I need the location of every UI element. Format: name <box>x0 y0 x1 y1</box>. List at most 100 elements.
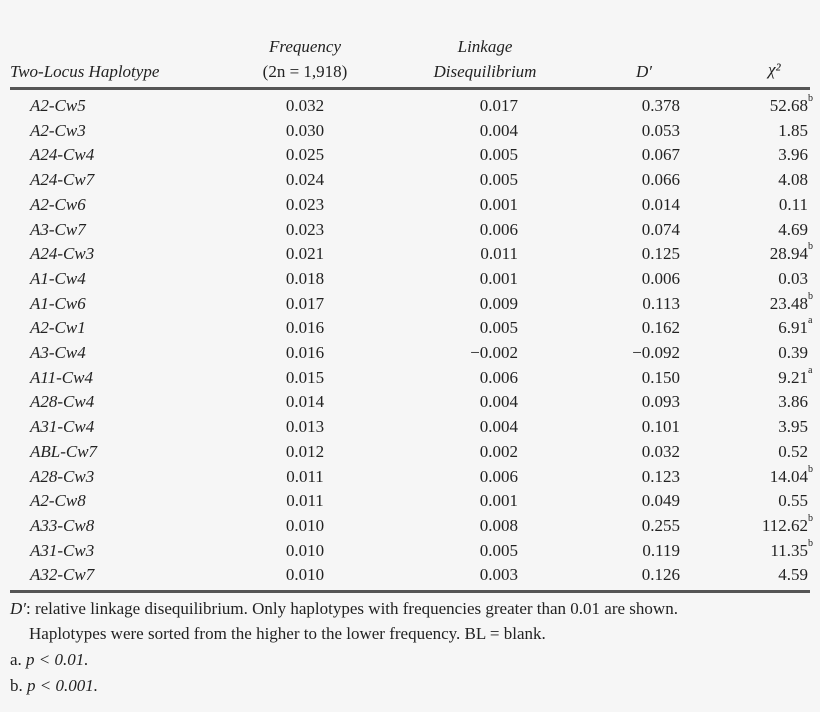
table-row: A33-Cw8 0.010 0.008 0.255 112.62 b <box>0 513 820 538</box>
cell-chi2: 0.55 <box>778 489 808 513</box>
cell-chi2: 1.85 <box>778 119 808 143</box>
table-row: A28-Cw4 0.014 0.004 0.093 3.86 <box>0 390 820 414</box>
cell-chi2: 4.08 <box>778 168 808 192</box>
header-ld: Linkage <box>457 37 513 56</box>
cell-chi2: 14.04 b <box>770 464 813 489</box>
cell-frequency: 0.025 <box>285 145 325 165</box>
cell-ld: 0.006 <box>479 466 518 486</box>
cell-haplotype: A28-Cw4 <box>30 392 95 412</box>
cell-haplotype: A32-Cw7 <box>30 565 95 585</box>
cell-haplotype: A33-Cw8 <box>30 515 95 535</box>
cell-dprime: −0.092 <box>632 343 680 362</box>
cell-haplotype: A28-Cw3 <box>30 466 95 486</box>
cell-frequency: 0.017 <box>285 293 325 313</box>
cell-ld: 0.006 <box>479 367 518 387</box>
cell-frequency: 0.011 <box>286 491 324 511</box>
chi2-value: 23.48 <box>769 293 808 313</box>
cell-haplotype: A1-Cw4 <box>30 268 86 288</box>
cell-ld: 0.004 <box>479 417 518 437</box>
table-row: A3-Cw4 0.016 −0.002 −0.092 0.39 <box>0 341 820 365</box>
chi2-value: 4.69 <box>778 219 808 239</box>
chi2-value: 52.68 <box>769 96 808 115</box>
cell-dprime: 0.032 <box>641 441 680 461</box>
chi2-value: 112.62 <box>761 515 808 535</box>
cell-chi2: 0.03 <box>778 267 808 291</box>
header-frequency-sample: (2n = 1,918) <box>262 62 348 81</box>
cell-frequency: 0.030 <box>285 120 325 140</box>
cell-dprime: 0.067 <box>641 145 680 165</box>
table-row: A24-Cw4 0.025 0.005 0.067 3.96 <box>0 143 820 167</box>
chi2-value: 3.95 <box>778 417 808 437</box>
cell-frequency: 0.014 <box>285 392 325 412</box>
table-row: ABL-Cw7 0.012 0.002 0.032 0.52 <box>0 440 820 464</box>
table-row: A1-Cw4 0.018 0.001 0.006 0.03 <box>0 267 820 291</box>
footnote-term: D′ <box>10 599 26 618</box>
cell-frequency: 0.012 <box>285 441 325 461</box>
cell-haplotype: A1-Cw6 <box>30 293 86 313</box>
table-row: A24-Cw3 0.021 0.011 0.125 28.94 b <box>0 241 820 266</box>
cell-chi2: 4.59 <box>778 563 808 587</box>
cell-chi2: 3.95 <box>778 415 808 439</box>
chi2-value: 0.03 <box>778 268 808 288</box>
significance-mark: b <box>808 512 813 524</box>
chi2-value: 0.52 <box>778 441 808 461</box>
header-ld-2: Disequilibrium <box>433 62 537 81</box>
footnote-a-text: p < 0.01. <box>26 650 89 669</box>
cell-ld: 0.017 <box>479 96 518 115</box>
cell-ld: 0.008 <box>479 515 518 535</box>
cell-frequency: 0.015 <box>285 367 325 387</box>
cell-frequency: 0.011 <box>286 466 324 486</box>
footnote-a: a. p < 0.01. <box>10 647 810 673</box>
cell-haplotype: A2-Cw3 <box>30 120 86 140</box>
cell-ld: 0.005 <box>479 145 518 165</box>
significance-mark: b <box>808 463 813 475</box>
cell-ld: 0.004 <box>479 392 518 412</box>
cell-haplotype: A24-Cw3 <box>30 244 95 264</box>
footnote-b-label: b. <box>10 676 23 695</box>
cell-frequency: 0.018 <box>285 268 325 288</box>
cell-ld: 0.001 <box>479 491 518 511</box>
significance-mark: a <box>808 315 813 327</box>
cell-haplotype: A2-Cw8 <box>30 491 86 511</box>
cell-ld: −0.002 <box>470 343 518 362</box>
footnote-a-label: a. <box>10 650 22 669</box>
cell-ld: 0.001 <box>479 194 518 214</box>
cell-chi2: 28.94 b <box>770 241 813 266</box>
significance-mark: a <box>808 364 813 376</box>
chi2-value: 1.85 <box>778 120 808 140</box>
footnote-text-2: Haplotypes were sorted from the higher t… <box>29 624 546 643</box>
cell-chi2: 0.11 <box>779 193 808 217</box>
table-row: A2-Cw6 0.023 0.001 0.014 0.11 <box>0 193 820 217</box>
cell-chi2: 11.35 b <box>770 538 813 563</box>
cell-dprime: 0.125 <box>641 244 680 264</box>
table-row: A3-Cw7 0.023 0.006 0.074 4.69 <box>0 218 820 242</box>
table-row: A2-Cw8 0.011 0.001 0.049 0.55 <box>0 489 820 513</box>
table-row: A31-Cw4 0.013 0.004 0.101 3.95 <box>0 415 820 439</box>
cell-ld: 0.005 <box>479 540 518 560</box>
chi2-value: 4.08 <box>778 170 808 190</box>
cell-ld: 0.009 <box>479 293 518 313</box>
cell-dprime: 0.119 <box>642 540 680 560</box>
cell-haplotype: A2-Cw6 <box>30 194 86 214</box>
header-frequency: Frequency <box>268 37 342 56</box>
cell-dprime: 0.074 <box>641 219 680 239</box>
chi2-value: 11.35 <box>770 540 808 560</box>
cell-haplotype: A31-Cw4 <box>30 417 95 437</box>
cell-frequency: 0.010 <box>285 515 325 535</box>
cell-chi2: 0.39 <box>778 341 808 365</box>
footnote-b: b. p < 0.001. <box>10 673 810 699</box>
table-row: A32-Cw7 0.010 0.003 0.126 4.59 <box>0 563 820 587</box>
table-row: A2-Cw5 0.032 0.017 0.378 52.68 b <box>0 93 820 118</box>
cell-haplotype: A24-Cw7 <box>30 170 95 190</box>
significance-mark: b <box>808 537 813 549</box>
cell-ld: 0.003 <box>479 565 518 585</box>
cell-frequency: 0.021 <box>285 244 325 264</box>
chi2-value: 6.91 <box>778 318 808 338</box>
cell-frequency: 0.010 <box>285 540 325 560</box>
header-rule <box>10 87 810 90</box>
cell-haplotype: A2-Cw5 <box>30 96 86 115</box>
bottom-rule <box>10 590 810 593</box>
cell-chi2: 23.48 b <box>769 291 813 316</box>
cell-dprime: 0.093 <box>641 392 680 412</box>
cell-dprime: 0.053 <box>641 120 680 140</box>
